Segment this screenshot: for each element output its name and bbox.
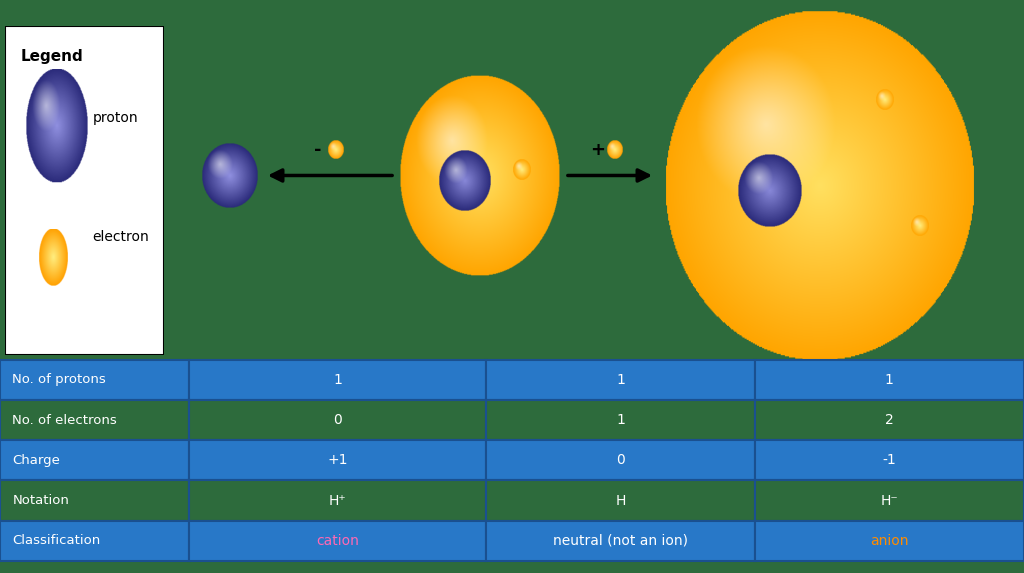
Text: cation: cation	[316, 534, 359, 548]
Text: +1: +1	[328, 453, 348, 468]
FancyBboxPatch shape	[189, 360, 486, 400]
FancyBboxPatch shape	[0, 440, 189, 480]
FancyBboxPatch shape	[0, 360, 189, 400]
Text: 1: 1	[885, 373, 894, 387]
FancyBboxPatch shape	[189, 400, 486, 440]
Text: Notation: Notation	[12, 494, 70, 507]
Text: H⁺: H⁺	[329, 493, 347, 508]
FancyBboxPatch shape	[0, 400, 189, 440]
FancyBboxPatch shape	[486, 400, 755, 440]
Text: -: -	[313, 142, 322, 159]
Text: H⁻: H⁻	[881, 493, 898, 508]
Text: 0: 0	[616, 453, 625, 468]
Text: neutral (not an ion): neutral (not an ion)	[553, 534, 688, 548]
FancyBboxPatch shape	[755, 360, 1024, 400]
Text: anion: anion	[870, 534, 908, 548]
FancyBboxPatch shape	[486, 440, 755, 480]
Text: proton: proton	[92, 111, 138, 125]
Text: Classification: Classification	[12, 535, 100, 547]
Text: 1: 1	[616, 413, 625, 427]
FancyBboxPatch shape	[189, 480, 486, 521]
FancyBboxPatch shape	[486, 480, 755, 521]
Text: 1: 1	[334, 373, 342, 387]
FancyBboxPatch shape	[486, 360, 755, 400]
Text: +: +	[591, 142, 605, 159]
Text: No. of electrons: No. of electrons	[12, 414, 117, 426]
Text: No. of protons: No. of protons	[12, 373, 106, 386]
Text: 2: 2	[885, 413, 894, 427]
FancyBboxPatch shape	[755, 440, 1024, 480]
FancyBboxPatch shape	[755, 400, 1024, 440]
Text: Legend: Legend	[20, 49, 84, 64]
FancyBboxPatch shape	[0, 480, 189, 521]
FancyBboxPatch shape	[486, 521, 755, 561]
FancyBboxPatch shape	[755, 480, 1024, 521]
Text: H: H	[615, 493, 626, 508]
FancyBboxPatch shape	[0, 521, 189, 561]
FancyBboxPatch shape	[189, 521, 486, 561]
FancyBboxPatch shape	[189, 440, 486, 480]
Text: electron: electron	[92, 230, 150, 244]
FancyBboxPatch shape	[755, 521, 1024, 561]
Text: 1: 1	[616, 373, 625, 387]
FancyBboxPatch shape	[5, 26, 164, 355]
Text: Charge: Charge	[12, 454, 60, 467]
Text: -1: -1	[883, 453, 896, 468]
Text: 0: 0	[334, 413, 342, 427]
